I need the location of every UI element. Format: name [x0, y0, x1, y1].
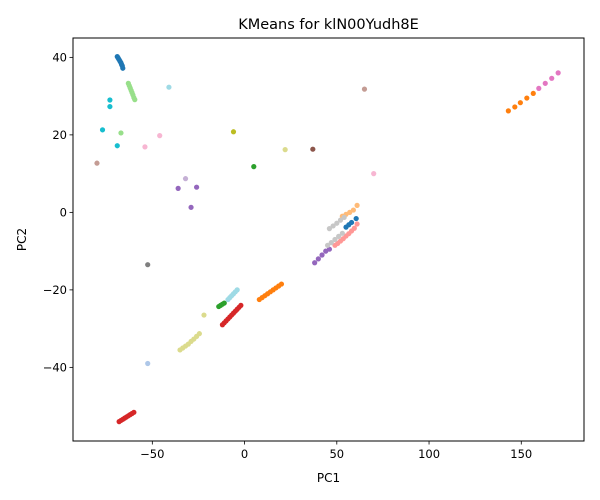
y-tick-label: −40 [43, 360, 67, 374]
cluster-12-point [542, 80, 548, 86]
points-layer [94, 54, 561, 425]
cluster-8-point [315, 256, 321, 262]
x-tick-label: 150 [510, 447, 532, 461]
cluster-13-point [142, 144, 148, 150]
cluster-4-point [221, 300, 227, 306]
y-tick-label: −20 [43, 283, 67, 297]
cluster-16-point [230, 129, 237, 135]
cluster-12-point [549, 75, 555, 81]
cluster-0-point [353, 215, 359, 222]
cluster-11-point [94, 160, 100, 166]
cluster-11-point [361, 86, 368, 92]
y-axis-label: PC2 [15, 228, 29, 251]
cluster-15-point [336, 233, 342, 239]
cluster-18-point [107, 103, 113, 110]
cluster-3-point [347, 209, 353, 215]
cluster-15-point [326, 226, 333, 232]
cluster-1-point [145, 360, 151, 367]
y-tick-label: 0 [60, 205, 67, 219]
cluster-18-point [107, 97, 113, 103]
cluster-15-point [330, 223, 336, 229]
cluster-3-point [350, 207, 356, 213]
cluster-17-point [201, 312, 207, 318]
x-axis-label: PC1 [317, 471, 340, 485]
cluster-10-point [310, 146, 316, 152]
cluster-6-point [238, 302, 244, 308]
cluster-8-point [312, 260, 318, 266]
cluster-0-point [120, 65, 126, 71]
cluster-8-point [194, 184, 200, 190]
cluster-8-point [175, 185, 181, 191]
cluster-2-point [530, 90, 536, 97]
cluster-15-point [337, 217, 344, 223]
cluster-7-point [351, 225, 357, 231]
cluster-8-point [326, 246, 333, 252]
cluster-8-point [319, 252, 325, 258]
cluster-19-point [166, 84, 172, 90]
ticks-layer: −50 0 50 100 150 −40 −20 0 20 40 [43, 50, 533, 461]
x-tick-label: 100 [418, 447, 440, 461]
y-tick-label: 20 [52, 128, 67, 142]
chart-title: KMeans for klN00Yudh8E [238, 17, 419, 33]
cluster-2-point [505, 108, 511, 114]
axes-frame [72, 37, 585, 442]
cluster-13-point [371, 171, 377, 177]
cluster-5-point [132, 97, 138, 103]
x-tick-label: 50 [329, 447, 344, 461]
cluster-9-point [182, 176, 189, 182]
cluster-18-point [114, 143, 120, 149]
cluster-3-point [354, 202, 360, 208]
cluster-0-point [348, 219, 355, 226]
cluster-5-point [118, 130, 124, 136]
cluster-6-point [131, 409, 137, 415]
cluster-8-point [188, 204, 194, 210]
x-tick-label: 0 [241, 447, 248, 461]
cluster-2-point [517, 100, 523, 106]
cluster-15-point [334, 220, 340, 226]
x-tick-label: −50 [140, 447, 164, 461]
cluster-15-point [324, 242, 331, 248]
cluster-15-point [332, 236, 338, 243]
y-tick-label: 40 [52, 50, 67, 64]
cluster-15-point [339, 230, 345, 236]
cluster-18-point [99, 127, 106, 133]
cluster-17-point [196, 331, 202, 337]
cluster-15-point [328, 240, 334, 246]
cluster-7-point [354, 221, 360, 227]
cluster-4-point [251, 164, 257, 170]
cluster-13-point [157, 133, 163, 139]
cluster-15-point [341, 214, 347, 221]
cluster-12-point [536, 85, 542, 91]
cluster-12-point [555, 70, 561, 76]
cluster-2-point [524, 95, 530, 101]
cluster-2-point [512, 104, 518, 110]
cluster-2-point [278, 281, 285, 287]
cluster-19-point [234, 287, 240, 293]
cluster-14-point [145, 262, 151, 268]
cluster-17-point [282, 147, 288, 153]
